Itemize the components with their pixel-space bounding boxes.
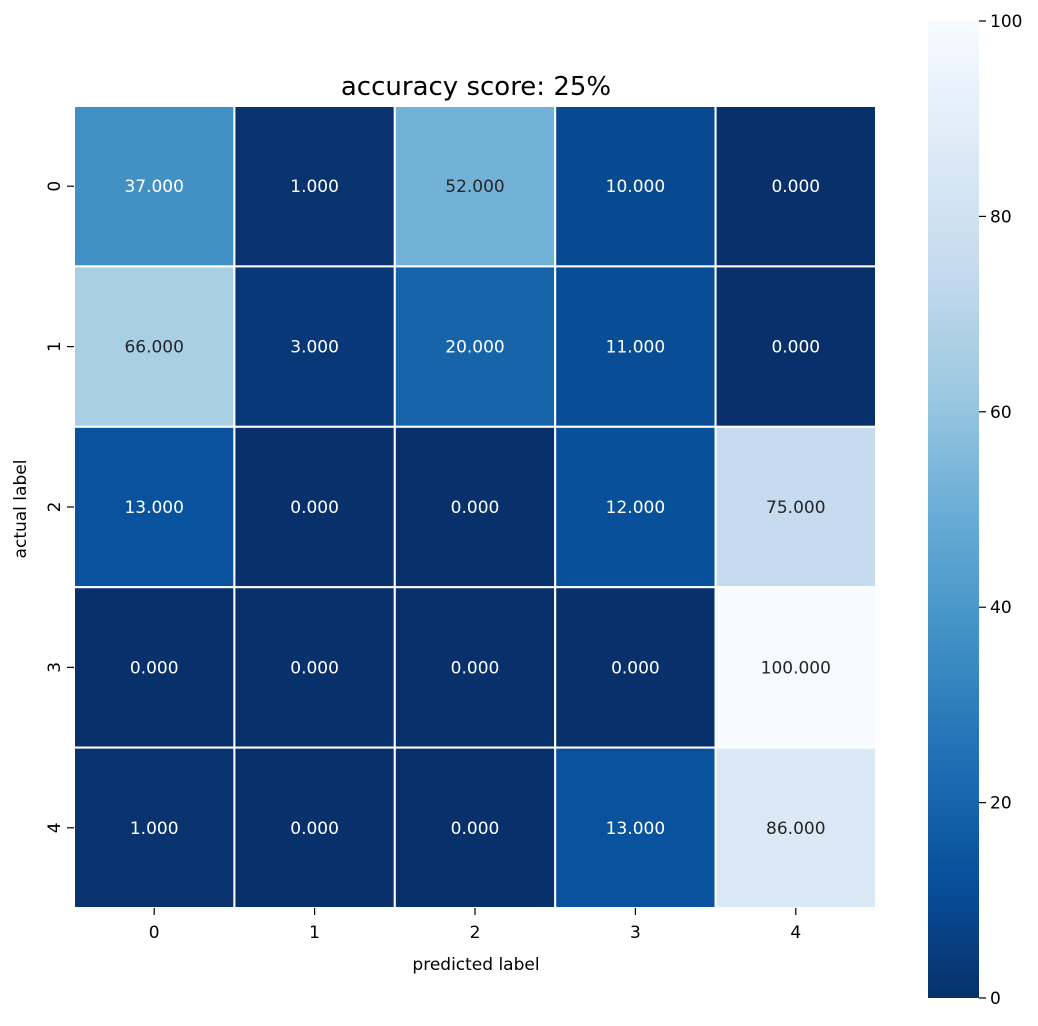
- heatmap-cells: [73, 105, 877, 909]
- y-tick-label-4: 4: [45, 822, 65, 833]
- colorbar-ticks: 0 20 40 60 80 100: [979, 12, 1022, 1009]
- cell-label-r4-c2: 0.000: [451, 819, 500, 839]
- colorbar-tick-label-4: 80: [990, 207, 1012, 227]
- cell-label-r4-c1: 0.000: [290, 819, 339, 839]
- heatmap-cell-r0-c4: [714, 105, 877, 268]
- heatmap-cell-r0-c2: [393, 105, 557, 268]
- cell-label-r4-c4: 86.000: [766, 819, 825, 839]
- heatmap-cell-r2-c2: [393, 425, 557, 589]
- cell-label-r3-c3: 0.000: [611, 658, 660, 678]
- cell-label-r3-c1: 0.000: [290, 658, 339, 678]
- heatmap-cell-r1-c4: [714, 265, 877, 428]
- cell-label-r0-c3: 10.000: [606, 177, 665, 197]
- heatmap-cell-r4-c0: [73, 746, 236, 909]
- cell-label-r1-c1: 3.000: [290, 338, 339, 358]
- cell-label-r0-c4: 0.000: [771, 177, 820, 197]
- heatmap-cell-r0-c0: [73, 105, 236, 268]
- x-tick-label-3: 3: [630, 923, 641, 943]
- cell-label-r3-c0: 0.000: [130, 658, 179, 678]
- heatmap-cell-r2-c4: [714, 425, 877, 589]
- heatmap-cell-r0-c1: [233, 105, 396, 268]
- heatmap-cell-labels: 37.000 1.000 52.000 10.000 0.000 66.000 3.000 2…: [124, 177, 830, 839]
- heatmap-cell-r4-c1: [233, 746, 396, 909]
- x-tick-label-1: 1: [309, 923, 320, 943]
- x-axis-ticks: 0 1 2 3 4: [149, 908, 801, 943]
- heatmap-cell-r3-c4: [714, 586, 877, 749]
- cell-label-r1-c2: 20.000: [445, 338, 504, 358]
- cell-label-r0-c1: 1.000: [290, 177, 339, 197]
- y-tick-label-3: 3: [45, 662, 65, 673]
- cell-label-r4-c3: 13.000: [606, 819, 665, 839]
- cell-label-r2-c0: 13.000: [124, 498, 183, 518]
- x-axis-label: predicted label: [412, 955, 539, 975]
- x-tick-label-2: 2: [470, 923, 481, 943]
- heatmap-cell-r3-c1: [233, 586, 396, 749]
- heatmap-cell-r4-c2: [393, 746, 557, 909]
- cell-label-r0-c0: 37.000: [124, 177, 183, 197]
- heatmap-cell-r0-c3: [554, 105, 717, 268]
- heatmap-cell-r2-c1: [233, 425, 396, 589]
- heatmap-cell-r1-c2: [393, 265, 557, 428]
- cell-label-r3-c4: 100.000: [761, 658, 831, 678]
- x-tick-label-0: 0: [149, 923, 160, 943]
- cell-label-r2-c3: 12.000: [606, 498, 665, 518]
- cell-label-r0-c2: 52.000: [445, 177, 504, 197]
- cell-label-r1-c4: 0.000: [771, 338, 820, 358]
- colorbar: 0 20 40 60 80 100: [928, 12, 1022, 1009]
- x-tick-label-4: 4: [790, 923, 801, 943]
- heatmap-cell-r3-c2: [393, 586, 557, 749]
- heatmap-cell-r3-c3: [554, 586, 717, 749]
- y-tick-label-1: 1: [45, 341, 65, 352]
- cell-label-r2-c2: 0.000: [451, 498, 500, 518]
- colorbar-tick-label-1: 20: [990, 794, 1012, 814]
- cell-label-r1-c0: 66.000: [124, 338, 183, 358]
- colorbar-tick-label-0: 0: [990, 989, 1001, 1009]
- y-tick-label-0: 0: [45, 181, 65, 192]
- y-axis-ticks: 0 1 2 3 4: [45, 181, 74, 833]
- colorbar-tick-label-2: 40: [990, 598, 1012, 618]
- colorbar-tick-label-3: 60: [990, 403, 1012, 423]
- cell-label-r2-c4: 75.000: [766, 498, 825, 518]
- colorbar-tick-label-5: 100: [990, 12, 1022, 32]
- cell-label-r2-c1: 0.000: [290, 498, 339, 518]
- chart-title: accuracy score: 25%: [341, 72, 611, 102]
- colorbar-gradient: [928, 21, 979, 998]
- cell-label-r4-c0: 1.000: [130, 819, 179, 839]
- heatmap-cell-r4-c4: [714, 746, 877, 909]
- cell-label-r1-c3: 11.000: [606, 338, 665, 358]
- y-axis-label: actual label: [11, 460, 31, 559]
- y-tick-label-2: 2: [45, 502, 65, 513]
- cell-label-r3-c2: 0.000: [451, 658, 500, 678]
- heatmap-cell-r1-c0: [73, 265, 236, 428]
- heatmap-cell-r2-c3: [554, 425, 717, 589]
